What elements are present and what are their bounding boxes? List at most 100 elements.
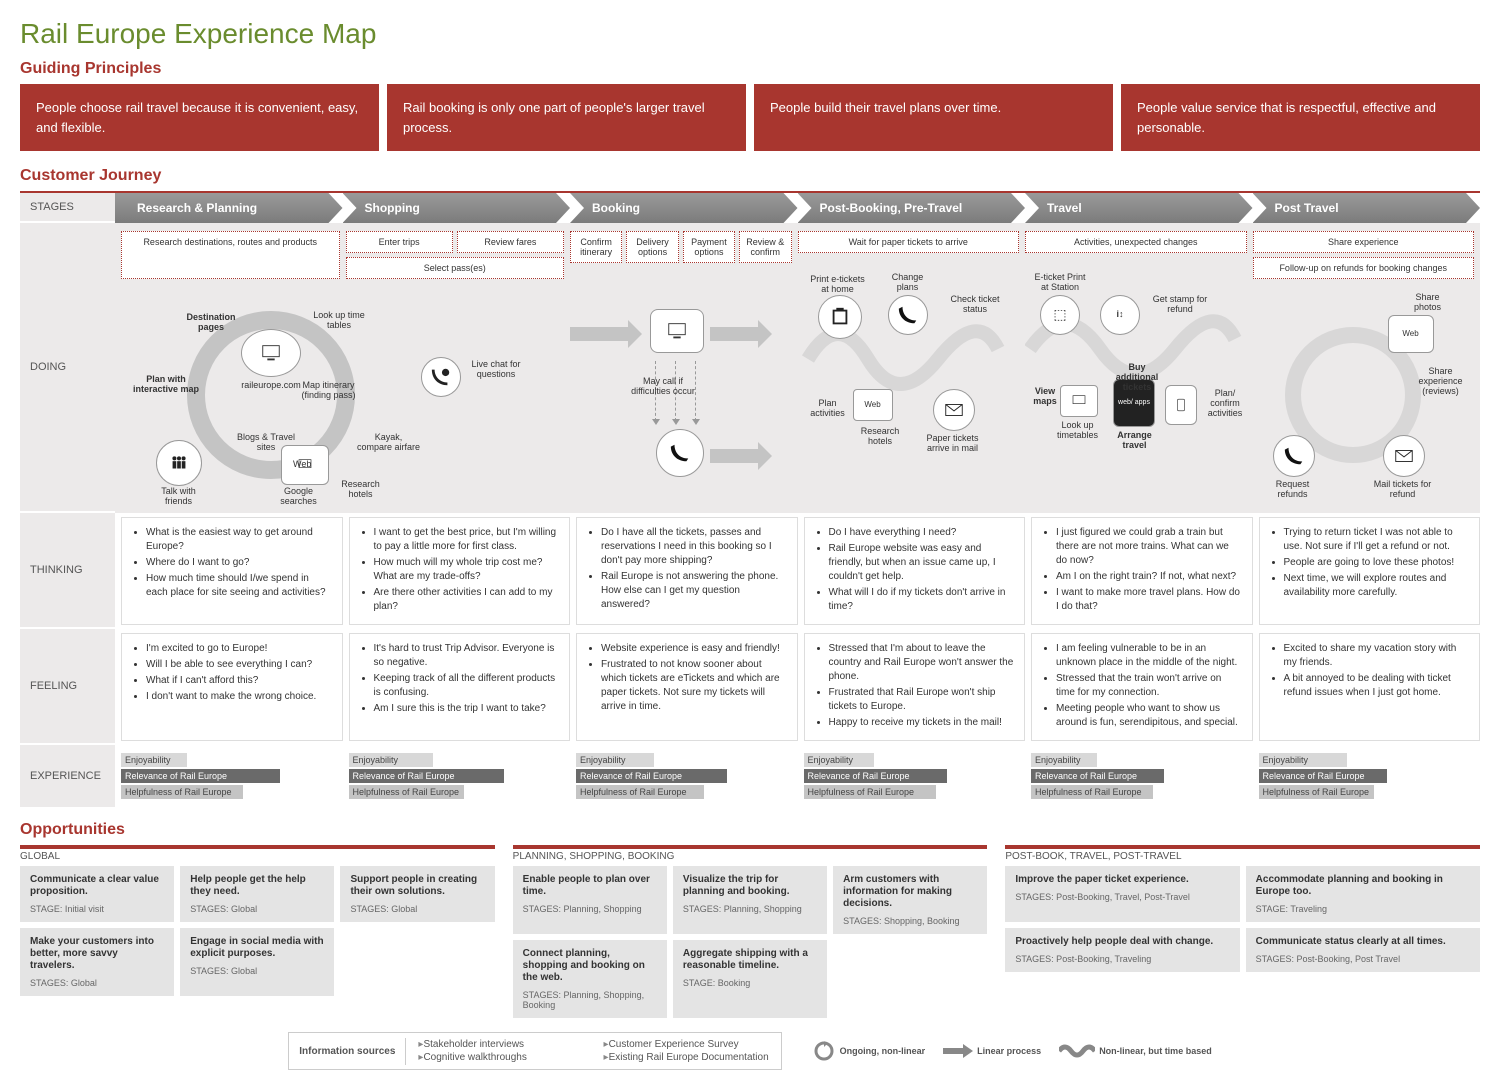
list-item: Will I be able to see everything I can? — [146, 658, 332, 672]
principle: People value service that is respectful,… — [1121, 84, 1480, 151]
experience-bar: Relevance of Rail Europe — [349, 769, 504, 783]
list-item: Do I have everything I need? — [829, 526, 1015, 540]
text-cell: Do I have all the tickets, passes and re… — [576, 517, 798, 625]
experience-cell: EnjoyabilityRelevance of Rail EuropeHelp… — [1259, 749, 1481, 805]
list-item: People are going to love these photos! — [1284, 556, 1470, 570]
node-label: Mail tickets for refund — [1373, 480, 1433, 500]
opportunity-card: Make your customers into better, more sa… — [20, 928, 174, 996]
principle: People choose rail travel because it is … — [20, 84, 379, 151]
info-sources-heading: Information sources — [289, 1038, 406, 1065]
list-item: How much will my whole trip cost me? Wha… — [374, 556, 560, 584]
experience-cell: EnjoyabilityRelevance of Rail EuropeHelp… — [121, 749, 343, 805]
experience-bar: Enjoyability — [1031, 753, 1097, 767]
node-label: Plan activities — [803, 399, 853, 419]
node-label: View maps — [1025, 387, 1065, 407]
journey-heading: Customer Journey — [20, 167, 1480, 185]
principles-heading: Guiding Principles — [20, 60, 1480, 78]
list-item: I want to make more travel plans. How do… — [1056, 586, 1242, 614]
principle: People build their travel plans over tim… — [754, 84, 1113, 151]
page-title: Rail Europe Experience Map — [20, 18, 1480, 50]
experience-bar: Helpfulness of Rail Europe — [121, 785, 243, 799]
list-item: Am I on the right train? If not, what ne… — [1056, 570, 1242, 584]
node-label: Paper tickets arrive in mail — [918, 434, 988, 454]
text-cell: I am feeling vulnerable to be in an unkn… — [1031, 633, 1253, 741]
list-item: Website experience is easy and friendly! — [601, 642, 787, 656]
list-item: What will I do if my tickets don't arriv… — [829, 586, 1015, 614]
opp-section-label: GLOBAL — [20, 845, 495, 862]
list-item: I'm excited to go to Europe! — [146, 642, 332, 656]
opportunity-card: Aggregate shipping with a reasonable tim… — [673, 940, 827, 1018]
experience-cell: EnjoyabilityRelevance of Rail EuropeHelp… — [1031, 749, 1253, 805]
list-item: What is the easiest way to get around Eu… — [146, 526, 332, 554]
experience-bar: Enjoyability — [349, 753, 433, 767]
experience-bar: Relevance of Rail Europe — [121, 769, 280, 783]
stage: Post Travel — [1253, 193, 1481, 223]
opportunity-card: Engage in social media with explicit pur… — [180, 928, 334, 996]
list-item: Keeping track of all the different produ… — [374, 672, 560, 700]
experience-bar: Enjoyability — [804, 753, 875, 767]
experience-bar: Helpfulness of Rail Europe — [576, 785, 704, 799]
list-item: It's hard to trust Trip Advisor. Everyon… — [374, 642, 560, 670]
info-source-item: Existing Rail Europe Documentation — [604, 1052, 769, 1063]
node-label: Arrange travel — [1107, 431, 1162, 451]
list-item: Do I have all the tickets, passes and re… — [601, 526, 787, 568]
stage: Research & Planning — [115, 193, 343, 223]
activity: Confirm itinerary — [570, 231, 622, 263]
list-item: Am I sure this is the trip I want to tak… — [374, 702, 560, 716]
text-cell: Trying to return ticket I was not able t… — [1259, 517, 1481, 625]
activity: Payment options — [683, 231, 735, 263]
node-label: Map itinerary (finding pass) — [291, 381, 366, 401]
opportunity-card: Enable people to plan over time.STAGES: … — [513, 866, 667, 934]
list-item: Rail Europe is not answering the phone. … — [601, 570, 787, 612]
experience-bar: Relevance of Rail Europe — [1259, 769, 1387, 783]
legend: Ongoing, non-linear Linear process Non-l… — [812, 1039, 1212, 1063]
list-item: Stressed that the train won't arrive on … — [1056, 672, 1242, 700]
node-label: Plan/ confirm activities — [1200, 389, 1250, 419]
text-cell: Do I have everything I need? Rail Europe … — [804, 517, 1026, 625]
row-label-experience: EXPERIENCE — [20, 745, 115, 809]
experience-bar: Relevance of Rail Europe — [804, 769, 948, 783]
activity: Activities, unexpected changes — [1025, 231, 1247, 253]
activity: Wait for paper tickets to arrive — [798, 231, 1020, 253]
list-item: Rail Europe website was easy and friendl… — [829, 542, 1015, 584]
node-label: Share photos — [1403, 293, 1453, 313]
wave-icon — [1059, 1043, 1095, 1059]
text-cell: I want to get the best price, but I'm wi… — [349, 517, 571, 625]
experience-bar: Enjoyability — [1259, 753, 1348, 767]
info-sources: Information sources Stakeholder intervie… — [288, 1032, 781, 1070]
posttravel-diagram: Web Share photos Share experience (revie… — [1253, 285, 1475, 505]
list-item: A bit annoyed to be dealing with ticket … — [1284, 672, 1470, 700]
list-item: Happy to receive my tickets in the mail! — [829, 716, 1015, 730]
opportunity-card: Proactively help people deal with change… — [1005, 928, 1239, 972]
experience-cell: EnjoyabilityRelevance of Rail EuropeHelp… — [576, 749, 798, 805]
experience-bar: Helpfulness of Rail Europe — [349, 785, 464, 799]
opportunity-card: Help people get the help they need.STAGE… — [180, 866, 334, 922]
principles-row: People choose rail travel because it is … — [20, 84, 1480, 151]
row-label-feeling: FEELING — [20, 629, 115, 745]
row-label-stages: STAGES — [20, 193, 115, 223]
stage: Shopping — [343, 193, 571, 223]
node-label: Web — [1388, 315, 1434, 353]
list-item: I want to get the best price, but I'm wi… — [374, 526, 560, 554]
list-item: Where do I want to go? — [146, 556, 332, 570]
node-label: Google searches — [271, 487, 326, 507]
node-label: Request refunds — [1268, 480, 1318, 500]
list-item: I just figured we could grab a train but… — [1056, 526, 1242, 568]
info-source-item: Cognitive walkthroughs — [418, 1052, 583, 1063]
opportunities-heading: Opportunities — [20, 821, 1480, 839]
node-label: Web — [293, 460, 311, 470]
experience-cell: Enjoyability Relevance of Rail Europe Help… — [804, 749, 1026, 805]
opportunity-card: Connect planning, shopping and booking o… — [513, 940, 667, 1018]
text-cell: It's hard to trust Trip Advisor. Everyon… — [349, 633, 571, 741]
experience-bar: Helpfulness of Rail Europe — [804, 785, 937, 799]
node-label: Buy additional tickets — [1107, 363, 1167, 393]
opportunity-card: Communicate a clear value proposition.ST… — [20, 866, 174, 922]
node-label: Print e-tickets at home — [808, 275, 868, 295]
experience-bar: Helpfulness of Rail Europe — [1031, 785, 1153, 799]
stage: Post-Booking, Pre-Travel — [798, 193, 1026, 223]
activity: Follow-up on refunds for booking changes — [1253, 257, 1475, 279]
node-label: Destination pages — [181, 313, 241, 333]
list-item: I don't want to make the wrong choice. — [146, 690, 332, 704]
node-label: May call if difficulties occur — [628, 377, 698, 397]
research-diagram: raileurope.com Destination pages Look up… — [121, 285, 564, 505]
